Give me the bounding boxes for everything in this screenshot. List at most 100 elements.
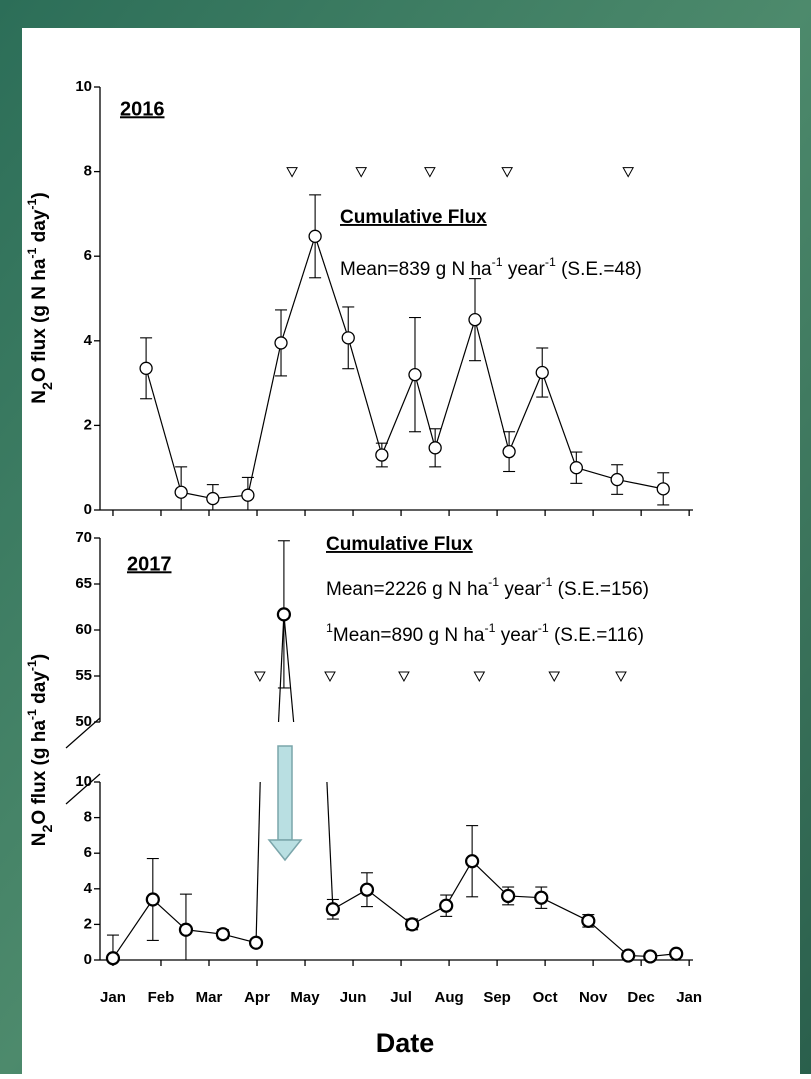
y-tick-label: 10 — [75, 78, 92, 95]
x-tick-label: Feb — [148, 989, 175, 1006]
data-point — [145, 892, 160, 907]
annotation-part: -1 — [538, 621, 549, 635]
x-tick-label: Aug — [434, 989, 463, 1006]
data-point — [610, 472, 624, 487]
event-marker — [473, 671, 486, 683]
y-tick-label: 0 — [84, 951, 92, 968]
series-line — [283, 614, 295, 723]
annotation-part: -1 — [488, 575, 499, 589]
series-line — [326, 781, 334, 910]
event-marker — [615, 671, 627, 683]
data-point — [105, 951, 121, 966]
data-point — [428, 441, 442, 455]
series-line — [366, 889, 413, 925]
x-tick-label: Sep — [483, 989, 511, 1006]
series-line — [617, 478, 664, 490]
y-axis-title-part: ) — [29, 192, 50, 198]
annotation-title: Cumulative Flux — [326, 534, 473, 555]
annotation: Mean=839 g N ha-1 year-1 (S.E.=48) — [340, 255, 642, 280]
y-axis-title-part: N — [29, 390, 50, 404]
y-axis-title-part: ) — [29, 654, 50, 660]
y-axis-title-part: -1 — [25, 660, 39, 671]
y-tick-label: 8 — [84, 163, 92, 180]
y-axis-title-part: day — [29, 671, 50, 709]
axis-break — [65, 773, 101, 805]
data-point — [241, 488, 255, 502]
x-tick-label: Jan — [100, 989, 126, 1006]
series-line — [414, 374, 436, 448]
y-tick-label: 50 — [75, 713, 92, 730]
event-marker — [254, 671, 266, 683]
x-tick-label: Apr — [244, 989, 270, 1006]
y-axis-title-part: -1 — [25, 709, 39, 720]
x-tick-label: Jun — [340, 989, 367, 1006]
annotation-part: -1 — [492, 255, 503, 269]
y-tick-label: 55 — [75, 667, 92, 684]
data-point — [439, 898, 454, 913]
year-label: 2016 — [120, 98, 165, 120]
data-point — [468, 312, 482, 327]
series-line — [576, 467, 618, 481]
y-tick-label: 60 — [75, 621, 92, 638]
annotation-part: -1 — [541, 575, 552, 589]
y-tick-label: 10 — [75, 773, 92, 790]
event-marker — [424, 167, 436, 178]
y-axis-title-part: O flux (g N ha — [29, 258, 50, 382]
annotation-part: -1 — [545, 255, 556, 269]
data-point — [581, 913, 596, 928]
series-line — [247, 342, 282, 496]
x-tick-label: Jan — [676, 989, 702, 1006]
y-axis-title: N2O flux (g N ha-1 day-1) — [25, 192, 56, 404]
x-tick-label: Dec — [627, 989, 655, 1006]
data-point — [248, 935, 264, 950]
data-point — [656, 482, 670, 496]
x-tick-label: Oct — [533, 989, 558, 1006]
y-axis-title-part: -1 — [25, 198, 39, 209]
data-point — [621, 948, 636, 963]
axis-break — [65, 717, 101, 749]
data-point — [405, 917, 420, 932]
annotation-part: (S.E.=156) — [552, 579, 649, 600]
year-label: 2017 — [127, 553, 172, 575]
series-line — [152, 899, 187, 931]
data-point — [534, 890, 549, 905]
y-tick-label: 6 — [84, 247, 92, 264]
annotation-title: Cumulative Flux — [340, 207, 487, 228]
highlight-arrow — [267, 745, 303, 862]
x-tick-label: Jul — [390, 989, 412, 1006]
data-point — [501, 888, 516, 904]
data-point — [325, 902, 340, 917]
annotation-part: Mean=890 g N ha — [333, 625, 485, 646]
data-point — [276, 607, 292, 622]
y-tick-label: 2 — [84, 416, 92, 433]
annotation-part: (S.E.=48) — [556, 259, 642, 280]
series-line — [541, 897, 589, 922]
y-axis-title-part: N — [29, 833, 50, 847]
annotation-part: -1 — [484, 621, 495, 635]
y-tick-label: 8 — [84, 809, 92, 826]
annotation-part: (S.E.=116) — [549, 625, 644, 646]
data-point — [178, 922, 194, 937]
x-axis-title: Date — [376, 1028, 435, 1058]
event-marker — [398, 671, 410, 683]
annotation-part: Mean=2226 g N ha — [326, 579, 489, 600]
data-point — [535, 365, 549, 380]
data-point — [408, 367, 422, 382]
event-marker — [324, 671, 336, 683]
annotation-part: year — [503, 259, 546, 280]
data-point — [643, 949, 658, 964]
series-line — [314, 236, 349, 339]
y-axis-title-part: -1 — [25, 247, 39, 258]
data-point — [206, 491, 220, 506]
y-tick-label: 70 — [75, 529, 92, 546]
series-line — [277, 614, 285, 723]
series-line — [280, 236, 316, 344]
event-marker — [548, 671, 561, 683]
x-tick-label: May — [290, 989, 320, 1006]
data-point — [139, 361, 153, 375]
data-point — [174, 485, 188, 499]
series-line — [474, 319, 510, 452]
event-marker — [286, 167, 298, 178]
annotation-part: Mean=839 g N ha — [340, 259, 492, 280]
